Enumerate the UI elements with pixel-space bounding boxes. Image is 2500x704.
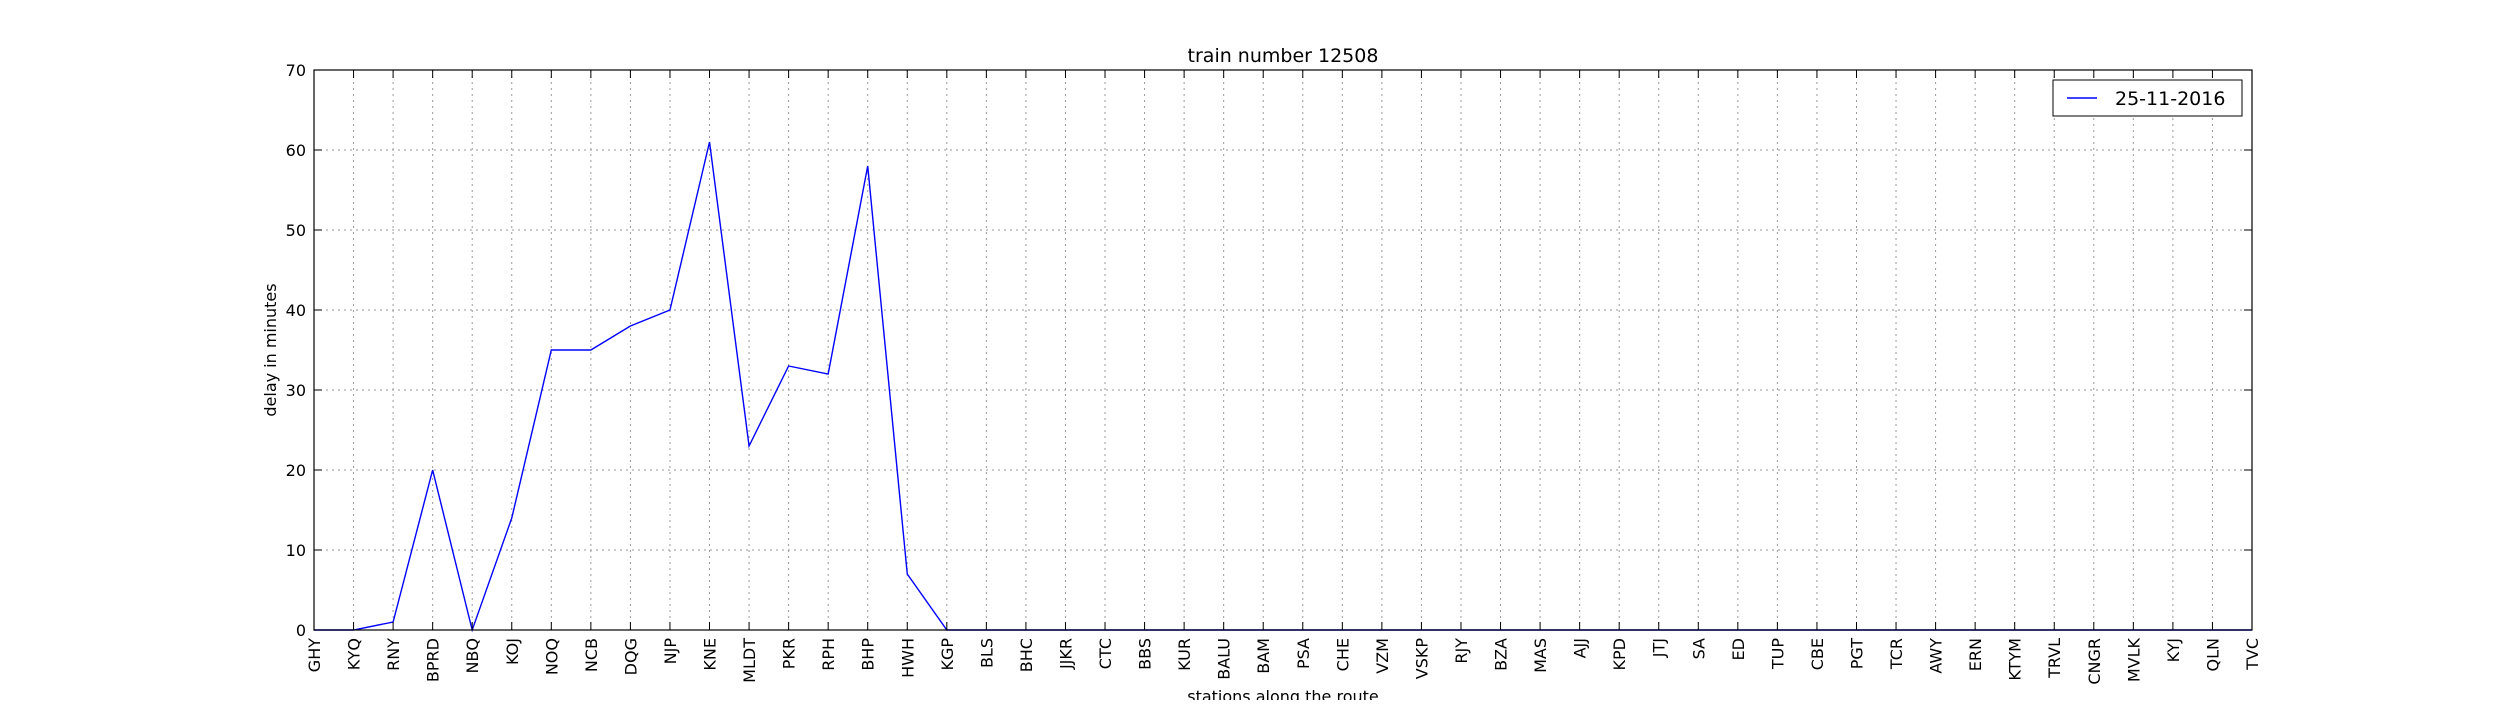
x-tick-label: KTYM (2006, 638, 2025, 681)
y-tick-label: 0 (296, 621, 306, 640)
x-tick-label: CTC (1096, 638, 1115, 669)
x-tick-label: BAM (1254, 638, 1273, 674)
x-tick-label: AWY (1927, 638, 1946, 674)
y-tick-label: 20 (286, 461, 306, 480)
x-tick-label: GHY (305, 638, 324, 672)
chart-title: train number 12508 (1188, 45, 1379, 67)
legend: 25-11-2016 (2052, 79, 2243, 117)
x-tick-label: HWH (898, 638, 917, 678)
x-tick-label: TRVL (2045, 638, 2064, 679)
x-tick-label: KOJ (503, 638, 522, 665)
x-tick-label: KNE (701, 638, 720, 671)
x-tick-label: NOQ (542, 638, 561, 675)
y-axis-label: delay in minutes (261, 283, 280, 416)
x-tick-label: TVC (2243, 638, 2262, 671)
x-tick-label: BALU (1215, 638, 1234, 680)
x-tick-label: PGT (1847, 638, 1866, 669)
y-tick-label: 50 (286, 221, 306, 240)
x-tick-label: ERN (1966, 638, 1985, 671)
x-tick-label: JTJ (1650, 638, 1669, 658)
x-tick-label: MVLK (2124, 637, 2143, 682)
x-axis-label: stations along the route (1187, 687, 1379, 700)
y-tick-label: 30 (286, 381, 306, 400)
x-tick-label: KPD (1610, 638, 1629, 670)
series-layer (314, 141, 2252, 633)
x-tick-label: SA (1689, 638, 1708, 659)
x-tick-label: RNY (384, 638, 403, 671)
x-tick-label: CNGR (2085, 638, 2104, 685)
x-tick-label: KUR (1175, 638, 1194, 671)
x-tick-label: PKR (780, 638, 799, 669)
x-tick-label: KGP (938, 638, 957, 671)
x-tick-label: TUP (1768, 638, 1787, 670)
x-tick-label: NCB (582, 638, 601, 672)
x-tick-label: KYJ (2164, 638, 2183, 662)
grid (313, 69, 2253, 631)
x-tick-label: BBS (1136, 638, 1155, 670)
legend-label: 25-11-2016 (2115, 88, 2225, 110)
series-line (314, 141, 2252, 633)
x-tick-label: PSA (1294, 638, 1313, 669)
x-tick-label: DQG (621, 638, 640, 675)
x-tick-label: BPRD (424, 638, 443, 682)
x-tick-label: BLS (977, 638, 996, 668)
x-tick-label: CBE (1808, 638, 1827, 670)
x-tick-label: ED (1729, 638, 1748, 660)
x-tick-label: CHE (1333, 638, 1352, 671)
x-tick-label: NBQ (463, 638, 482, 674)
x-tick-label: RPH (819, 638, 838, 671)
x-tick-label: AJJ (1571, 638, 1590, 658)
x-tick-label: MLDT (740, 638, 759, 683)
x-tick-label: QLN (2203, 638, 2222, 671)
y-tick-label: 40 (286, 301, 306, 320)
x-tick-label: BZA (1492, 638, 1511, 671)
x-tick-label: KYQ (345, 638, 364, 670)
x-tick-label: JJKR (1056, 638, 1075, 670)
x-tick-label: VSKP (1412, 638, 1431, 680)
x-tick-label: VZM (1373, 638, 1392, 674)
x-tick-label: RJY (1452, 638, 1471, 664)
x-tick-label: TCR (1887, 638, 1906, 670)
y-axis: 0 10 20 30 40 50 60 70 (286, 61, 2252, 640)
y-tick-label: 10 (286, 541, 306, 560)
y-tick-label: 60 (286, 141, 306, 160)
x-tick-label: BHP (859, 638, 878, 671)
x-tick-label: NJP (661, 638, 680, 665)
x-tick-label: MAS (1531, 638, 1550, 673)
x-axis: GHY KYQ RNY BPRD NBQ KOJ NOQ NCB DQG NJP KNE MLDT PK… (305, 70, 2262, 685)
x-tick-label: BHC (1017, 638, 1036, 672)
y-tick-label: 70 (286, 61, 306, 80)
plot-frame (313, 69, 2253, 631)
